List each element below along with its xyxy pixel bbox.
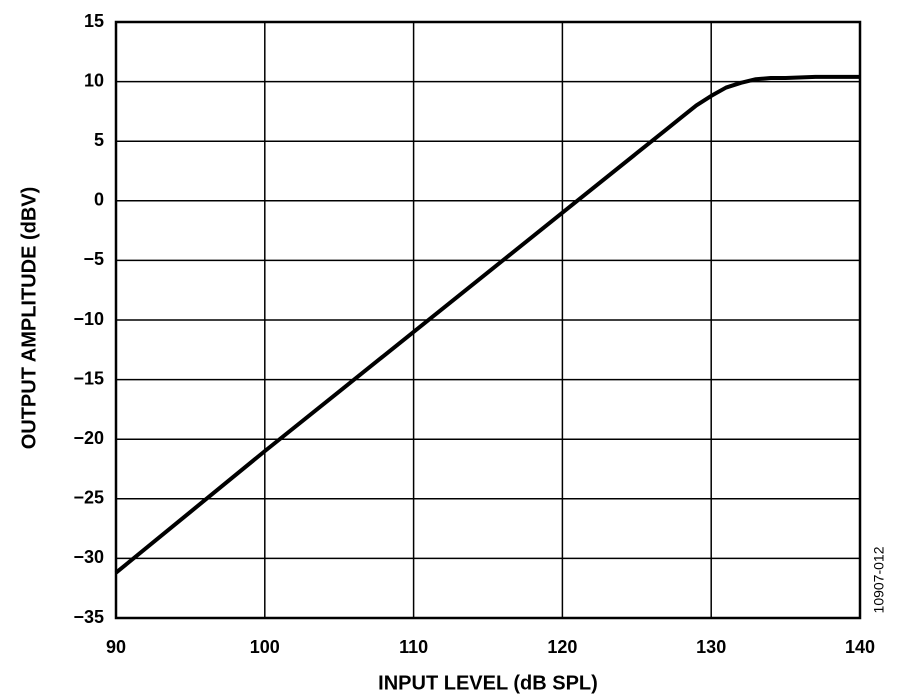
y-tick-label: −35 — [73, 607, 104, 627]
y-tick-label: 15 — [84, 11, 104, 31]
x-tick-label: 140 — [845, 637, 875, 657]
data-line — [114, 74, 860, 575]
y-tick-label: −30 — [73, 547, 104, 567]
x-tick-label: 100 — [250, 637, 280, 657]
y-tick-label: −25 — [73, 488, 104, 508]
y-tick-label: −10 — [73, 309, 104, 329]
x-axis-title: INPUT LEVEL (dB SPL) — [378, 672, 598, 694]
x-tick-label: 90 — [106, 637, 126, 657]
y-tick-label: −20 — [73, 428, 104, 448]
plot-frame — [114, 20, 862, 620]
y-axis-title: OUTPUT AMPLITUDE (dBV) — [18, 187, 40, 450]
y-tick-label: 5 — [94, 130, 104, 150]
y-tick-label: −5 — [83, 249, 104, 269]
figure-code: 10907-012 — [871, 546, 887, 613]
x-tick-label: 110 — [399, 637, 428, 657]
y-tick-label: −15 — [73, 368, 104, 388]
x-tick-label: 130 — [696, 637, 726, 657]
x-tick-label: 120 — [547, 637, 577, 657]
y-tick-label: 0 — [94, 190, 104, 210]
y-tick-label: 10 — [84, 70, 104, 90]
